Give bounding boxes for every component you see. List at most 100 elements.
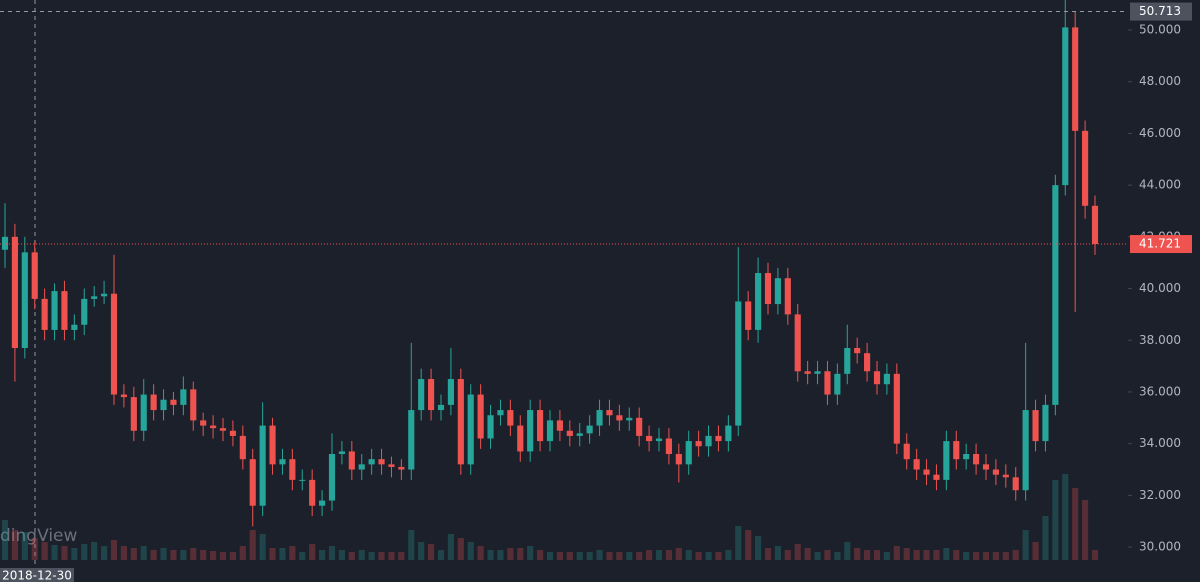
volume-bar <box>120 546 127 560</box>
volume-bar <box>903 548 910 560</box>
candle-body <box>517 425 524 452</box>
volume-bar <box>725 550 732 560</box>
volume-bar <box>1032 542 1039 560</box>
candle-body <box>467 394 474 465</box>
candle-body <box>358 464 365 470</box>
volume-bar <box>408 530 415 560</box>
volume-bar <box>735 526 742 560</box>
candle-body <box>130 397 137 431</box>
y-tick-label: 50.000 <box>1139 22 1181 36</box>
candle-body <box>279 459 286 465</box>
candle-body <box>715 435 722 442</box>
volume-bar <box>190 548 197 560</box>
candle-body <box>774 278 781 305</box>
volume-bar <box>447 534 454 560</box>
candle-body <box>824 371 831 395</box>
volume-bar <box>1022 530 1029 560</box>
volume-bar <box>91 542 98 560</box>
candle-body <box>328 454 336 501</box>
volume-bar <box>953 550 960 560</box>
candle-body <box>319 500 326 506</box>
candle-body <box>299 479 306 481</box>
volume-bar <box>764 548 772 560</box>
volume-bar <box>398 552 405 560</box>
candle-body <box>219 428 227 431</box>
volume-bar <box>200 550 207 560</box>
candle-body <box>61 291 68 330</box>
candle-body <box>864 353 871 372</box>
volume-bar <box>646 550 653 560</box>
candle-body <box>923 469 930 475</box>
volume-bar <box>348 552 355 560</box>
candle-body <box>190 389 197 421</box>
volume-bar <box>437 550 445 560</box>
volume-bar <box>982 552 990 560</box>
last-price-label: 41.721 <box>1139 237 1181 251</box>
candle-body <box>646 435 653 442</box>
candle-body <box>943 441 950 480</box>
candle-body <box>705 435 712 447</box>
volume-bar <box>556 552 563 560</box>
candle-body <box>1032 410 1039 442</box>
candle-body <box>606 410 613 416</box>
volume-bar <box>566 552 573 560</box>
candle-body <box>428 379 435 411</box>
volume-bar <box>854 548 861 560</box>
y-tick-label: 48.000 <box>1139 74 1181 88</box>
y-tick-label: 38.000 <box>1139 333 1181 347</box>
candle-body <box>398 466 405 470</box>
volume-bar <box>913 550 920 560</box>
volume-bar <box>973 552 980 560</box>
volume-bar <box>249 530 256 560</box>
volume-bar <box>338 550 345 560</box>
candle-body <box>497 410 504 416</box>
volume-bar <box>606 552 613 560</box>
volume-bar <box>943 548 950 560</box>
candle-body <box>576 433 583 436</box>
volume-bar <box>774 546 781 560</box>
volume-bar <box>546 552 554 560</box>
volume-bar <box>576 552 583 560</box>
candle-body <box>1012 477 1019 491</box>
candle-body <box>1052 185 1059 405</box>
candle-body <box>596 410 603 426</box>
candle-body <box>725 425 732 442</box>
candle-body <box>903 443 910 460</box>
volume-bar <box>834 552 841 560</box>
candle-body <box>408 410 415 470</box>
candle-body <box>338 451 345 455</box>
volume-bar <box>358 550 365 560</box>
candle-body <box>289 459 296 480</box>
candle-body <box>368 459 375 465</box>
volume-bar <box>873 550 881 560</box>
candle-body <box>1 236 9 250</box>
volume-bar <box>844 542 851 560</box>
candle-body <box>457 379 464 465</box>
candle-body <box>1042 404 1049 442</box>
volume-bar <box>487 550 494 560</box>
candle-body <box>239 435 246 460</box>
volume-bar <box>992 552 999 560</box>
y-tick-label: 34.000 <box>1139 436 1181 450</box>
candle-body <box>51 291 58 330</box>
candle-body <box>1002 474 1009 478</box>
volume-bar <box>418 542 425 560</box>
volume-bar <box>1012 550 1019 560</box>
candle-body <box>150 394 157 411</box>
volume-bar <box>1072 488 1079 560</box>
volume-bar <box>368 552 375 560</box>
y-tick-label: 44.000 <box>1139 178 1181 192</box>
candle-body <box>507 410 514 426</box>
volume-bar <box>299 552 306 560</box>
candle-body <box>973 454 980 465</box>
candle-body <box>804 371 811 374</box>
candle-body <box>953 441 960 460</box>
candle-body <box>249 459 256 506</box>
candle-body <box>110 293 118 395</box>
volume-bar <box>51 545 58 560</box>
volume-bar <box>428 544 435 560</box>
volume-bar <box>1 520 9 560</box>
volume-bar <box>180 550 187 560</box>
volume-bar <box>745 530 752 560</box>
candle-body <box>477 394 484 439</box>
